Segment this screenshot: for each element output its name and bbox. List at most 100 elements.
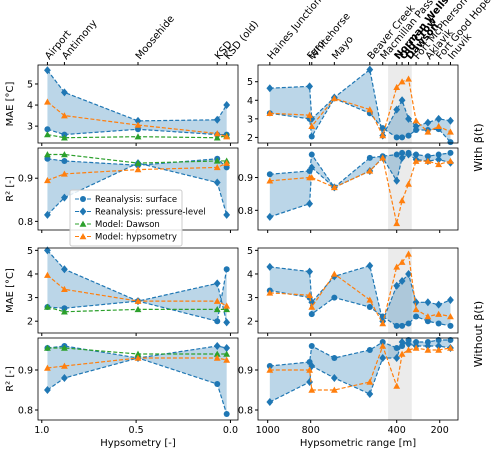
x-tick-label: 1.0 <box>34 425 49 436</box>
marker <box>223 350 231 357</box>
y-tick-label: 2 <box>247 317 253 328</box>
marker <box>393 263 401 270</box>
marker <box>393 176 401 185</box>
marker <box>223 133 231 140</box>
marker <box>366 378 374 385</box>
marker <box>213 157 221 164</box>
axes-frame <box>37 247 239 334</box>
marker <box>223 318 231 327</box>
y-tick-label: 0.8 <box>18 406 33 417</box>
marker <box>61 374 68 382</box>
marker <box>398 277 406 286</box>
marker <box>213 178 221 187</box>
marker <box>424 128 432 135</box>
marker <box>447 157 454 164</box>
marker <box>424 346 432 353</box>
marker <box>61 344 68 351</box>
x-tick-label: 0.5 <box>129 425 144 436</box>
marker <box>393 220 401 227</box>
marker <box>61 193 68 202</box>
marker <box>412 117 420 124</box>
marker <box>435 310 443 317</box>
marker <box>447 337 454 343</box>
marker <box>44 131 51 138</box>
marker <box>266 363 273 369</box>
y-tick-label: 5 <box>247 77 253 88</box>
marker <box>412 344 420 351</box>
marker <box>213 342 221 350</box>
marker <box>330 374 338 382</box>
marker <box>412 305 420 313</box>
marker <box>447 116 454 125</box>
marker <box>44 66 51 75</box>
marker <box>61 151 68 158</box>
y-tick-label: 5 <box>27 79 33 90</box>
y-tick-label: 0.9 <box>238 366 253 377</box>
marker <box>366 296 374 303</box>
marker <box>308 122 316 130</box>
marker <box>134 354 142 361</box>
marker <box>405 132 412 139</box>
y-tick-label: 3 <box>27 122 33 133</box>
marker <box>308 174 316 181</box>
marker <box>306 267 314 276</box>
marker <box>61 265 68 274</box>
marker <box>223 305 231 313</box>
y-tick-label: 4 <box>27 101 33 112</box>
marker <box>223 356 231 363</box>
marker <box>223 411 230 417</box>
marker <box>447 149 454 156</box>
marker <box>447 344 454 351</box>
marker <box>223 266 230 273</box>
marker <box>44 210 51 219</box>
marker <box>424 118 432 127</box>
marker <box>306 366 314 373</box>
y-tick-label: 0.9 <box>18 174 33 185</box>
row-label: Without β(t) <box>472 301 485 367</box>
highlight-band <box>388 65 412 143</box>
marker <box>44 364 51 371</box>
x-tick-label: 0.0 <box>223 425 238 436</box>
marker <box>306 199 314 208</box>
marker <box>61 308 68 315</box>
y-axis-label: R² [-] <box>5 366 16 392</box>
marker <box>393 151 400 158</box>
y-axis-label: R² [-] <box>5 176 16 202</box>
marker <box>393 345 400 351</box>
marker <box>412 298 420 307</box>
marker <box>379 339 386 345</box>
marker <box>435 122 443 130</box>
marker <box>435 300 443 309</box>
marker <box>308 386 316 393</box>
marker <box>366 304 373 311</box>
marker <box>366 347 373 353</box>
marker <box>393 382 401 389</box>
y-tick-label: 4 <box>27 269 33 280</box>
axes-frame <box>257 147 459 231</box>
marker <box>266 262 274 271</box>
marker <box>213 115 221 124</box>
marker <box>435 114 443 123</box>
station-label: KSD (old) <box>223 19 262 62</box>
x-tick-label: 400 <box>388 425 406 436</box>
fill-area <box>47 158 227 215</box>
marker <box>366 167 374 174</box>
marker <box>44 344 51 351</box>
fill-area <box>269 265 451 326</box>
series-line <box>46 69 228 122</box>
marker <box>435 161 443 168</box>
marker <box>398 96 406 105</box>
y-tick-label: 5 <box>27 246 33 257</box>
marker <box>214 318 221 325</box>
y-tick-label: 0.9 <box>238 173 253 184</box>
y-tick-label: 0.8 <box>18 217 33 228</box>
marker <box>213 354 221 361</box>
fill-area <box>269 340 451 402</box>
y-tick-label: 5 <box>247 246 253 257</box>
marker <box>435 346 443 353</box>
marker <box>424 298 432 307</box>
marker <box>213 279 221 288</box>
fill-area <box>269 152 451 217</box>
marker <box>213 164 221 171</box>
marker <box>435 320 442 327</box>
